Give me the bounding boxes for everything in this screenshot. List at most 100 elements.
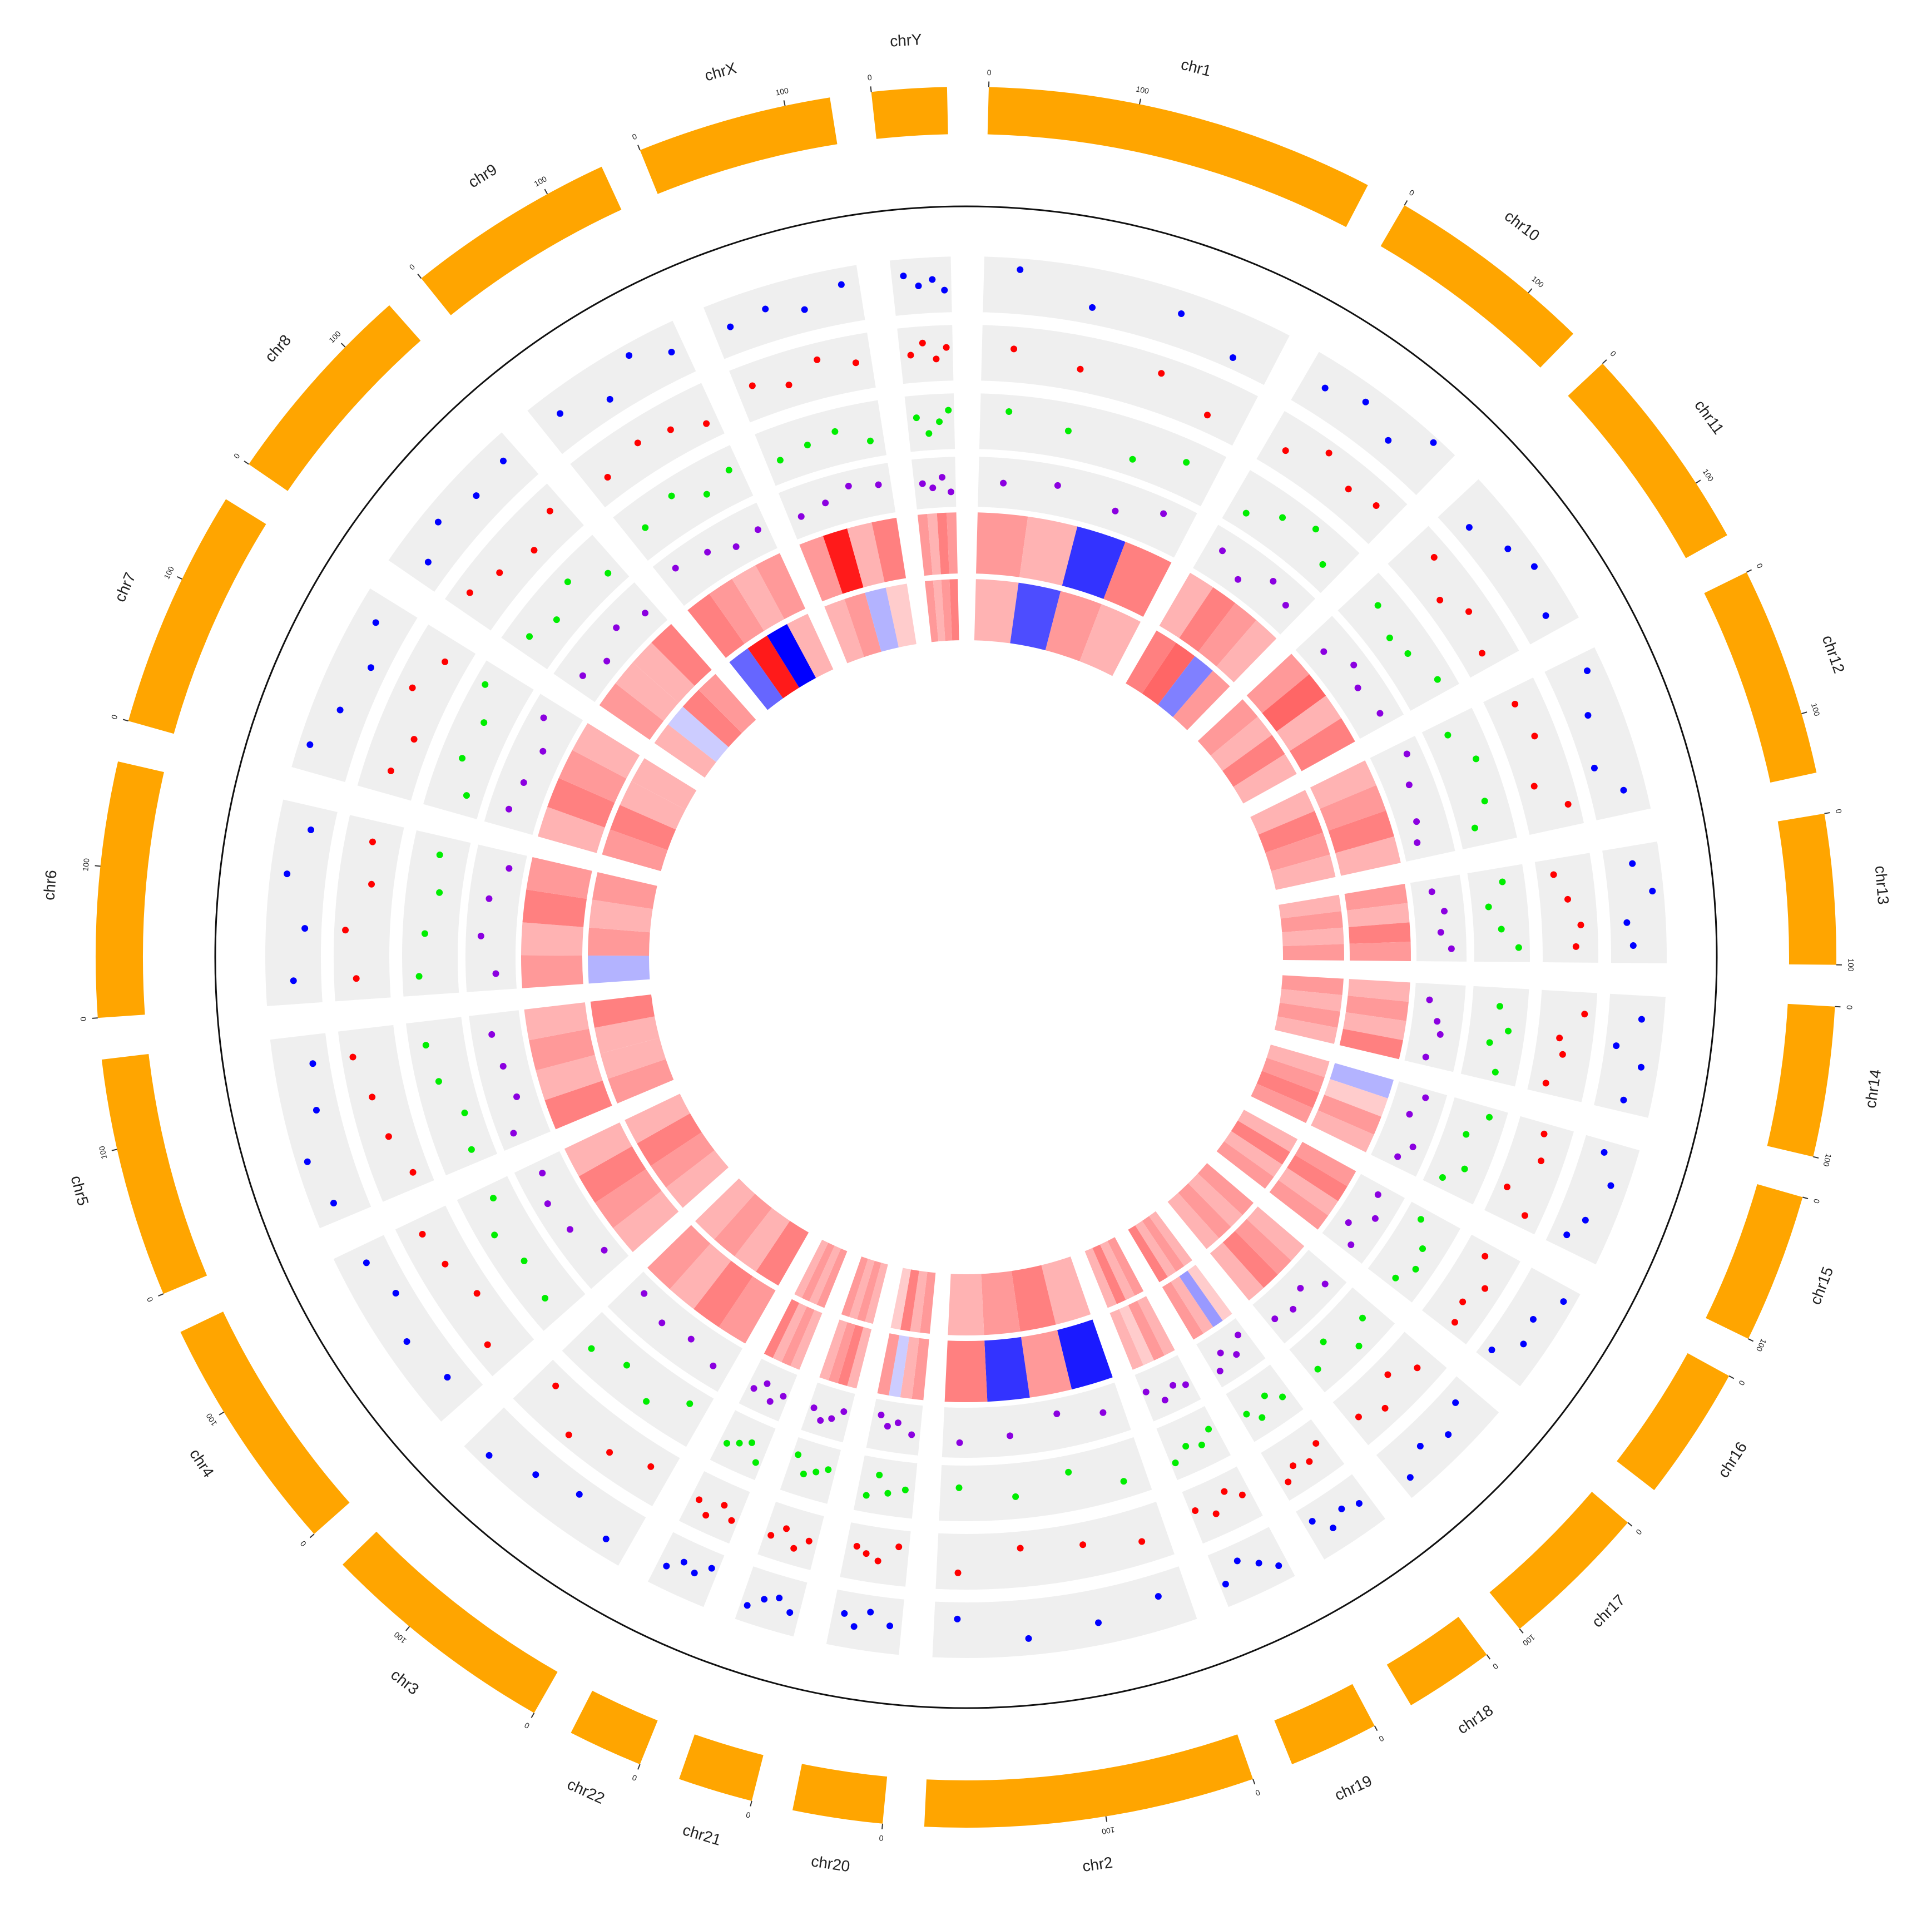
heatmap-cell xyxy=(1266,1045,1330,1077)
heatmap-cell xyxy=(521,922,584,956)
track-background xyxy=(613,445,754,561)
scatter-point xyxy=(913,414,920,422)
track-background xyxy=(514,1151,629,1289)
track-background xyxy=(826,1589,904,1655)
scatter-point xyxy=(1314,1365,1321,1373)
scatter-point xyxy=(1005,408,1013,415)
heatmap-cell xyxy=(1107,1237,1144,1296)
axis-tick xyxy=(1824,812,1830,814)
heatmap-cell xyxy=(981,1271,1021,1335)
scatter-point xyxy=(1473,755,1480,763)
scatter-point xyxy=(1279,514,1286,521)
sector-label: chr20 xyxy=(810,1852,851,1875)
heatmap-cell xyxy=(885,583,917,647)
scatter-point xyxy=(804,442,811,449)
scatter-point xyxy=(845,482,852,489)
scatter-point xyxy=(703,420,710,427)
heatmap-cell xyxy=(714,1194,772,1256)
heatmap-cell xyxy=(1222,735,1285,787)
scatter-point xyxy=(1540,1130,1548,1137)
axis-tick xyxy=(1728,1375,1735,1379)
track-background xyxy=(897,325,954,384)
scatter-point xyxy=(532,1471,539,1478)
scatter-point xyxy=(901,1486,909,1493)
heatmap-cell xyxy=(1235,1219,1292,1275)
track-background xyxy=(1337,572,1459,711)
scatter-point xyxy=(1482,1285,1489,1292)
track-background xyxy=(1483,677,1584,835)
heatmap-cell xyxy=(594,1016,660,1054)
heatmap-cell xyxy=(1126,630,1176,694)
scatter-point xyxy=(884,1490,891,1497)
scatter-point xyxy=(647,1463,655,1470)
axis-tick-label: 100 xyxy=(1701,467,1716,483)
heatmap-cell xyxy=(984,1337,1030,1402)
axis-tick xyxy=(95,865,101,867)
axis-tick-label: 0 xyxy=(298,1539,308,1548)
heatmap-cell xyxy=(590,994,655,1028)
axis-tick xyxy=(881,1823,883,1829)
scatter-point xyxy=(606,1449,613,1456)
scatter-point xyxy=(540,714,547,721)
sector-label: chr18 xyxy=(1454,1701,1496,1738)
track-background xyxy=(778,463,896,540)
scatter-point xyxy=(473,492,480,499)
scatter-point xyxy=(1297,1285,1304,1292)
track-background xyxy=(710,1410,776,1481)
heatmap-cell xyxy=(1330,1063,1394,1098)
heatmap-cell xyxy=(592,872,657,909)
scatter-point xyxy=(641,1290,648,1297)
scatter-point xyxy=(1279,1393,1286,1401)
heatmap-cell xyxy=(1198,603,1257,667)
scatter-point xyxy=(604,474,611,481)
heatmap-cell xyxy=(799,536,843,602)
scatter-point xyxy=(1478,650,1485,657)
scatter-point xyxy=(363,1259,370,1266)
axis-tick-label: 0 xyxy=(1845,1005,1854,1010)
scatter-point xyxy=(1465,524,1473,531)
ideogram xyxy=(96,761,164,1018)
track-background xyxy=(853,1455,918,1519)
scatter-point xyxy=(284,870,291,878)
scatter-point xyxy=(392,1289,399,1297)
scatter-point xyxy=(925,430,933,437)
scatter-point xyxy=(1496,1003,1503,1010)
scatter-point xyxy=(1482,1253,1489,1260)
scatter-point xyxy=(1422,1053,1429,1061)
sector-label: chr21 xyxy=(681,1821,723,1849)
heatmap-cell xyxy=(572,723,640,779)
scatter-point xyxy=(947,488,954,496)
scatter-point xyxy=(1582,1216,1589,1224)
heatmap-cell xyxy=(1345,996,1409,1021)
heatmap-cell xyxy=(809,1245,841,1305)
scatter-point xyxy=(915,283,922,290)
ideogram xyxy=(342,1531,558,1713)
heatmap-cell xyxy=(588,956,650,984)
axis-tick-label: 0 xyxy=(1491,1661,1500,1671)
scatter-point xyxy=(422,1042,429,1049)
sector-label: chr8 xyxy=(261,331,294,365)
heatmap-cell xyxy=(1346,903,1410,927)
scatter-point xyxy=(442,658,449,665)
track-background xyxy=(1484,1116,1574,1235)
track-background xyxy=(357,624,476,801)
heatmap-cell xyxy=(924,580,939,642)
axis-tick-label: 100 xyxy=(1521,1632,1537,1647)
scatter-point xyxy=(1405,781,1413,789)
scatter-point xyxy=(1275,1562,1282,1569)
scatter-point xyxy=(342,927,349,934)
scatter-point xyxy=(605,570,612,577)
axis-tick-label: 0 xyxy=(879,1834,884,1843)
scatter-point xyxy=(1017,1545,1024,1552)
scatter-point xyxy=(601,1246,608,1254)
track-background xyxy=(1182,1466,1263,1544)
scatter-point xyxy=(955,1484,963,1491)
heatmap-cell xyxy=(1158,656,1213,717)
scatter-point xyxy=(1384,1371,1391,1378)
scatter-point xyxy=(1445,1431,1452,1438)
scatter-point xyxy=(486,1452,493,1459)
sector-label: chr22 xyxy=(564,1775,607,1807)
axis-tick-label: 100 xyxy=(1101,1825,1116,1837)
track-background xyxy=(652,502,777,606)
heatmap-cell xyxy=(949,579,959,641)
